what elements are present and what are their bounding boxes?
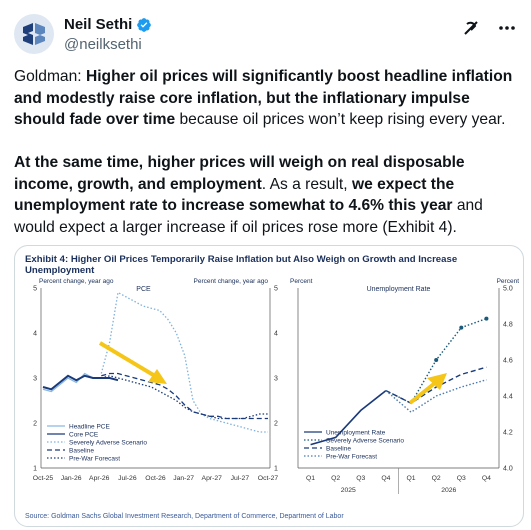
unrate-legend-label: Severely Adverse Scenario: [326, 438, 404, 445]
pce-ytick-left: 1: [33, 466, 37, 473]
pce-ytick-right: 3: [274, 376, 278, 383]
unrate-xtick: Q2: [432, 475, 441, 482]
unrate-ytick-right: 4.2: [503, 430, 513, 437]
unrate-year-label: 2025: [341, 487, 356, 494]
tweet-text-bold: At the same time, higher prices will wei…: [14, 154, 465, 193]
exhibit-source: Source: Goldman Sachs Global Investment …: [25, 513, 344, 520]
unrate-ytick-right: 4.8: [503, 322, 513, 329]
tweet-text-segment: and would expect a larger increase if oi…: [14, 197, 483, 236]
pce-ytick-right: 2: [274, 421, 278, 428]
pce-legend-label: Pre-War Forecast: [69, 456, 120, 463]
tweet-text: Goldman: Higher oil prices will signific…: [14, 66, 520, 238]
unrate-series-line: [385, 366, 487, 405]
unrate-trend-arrow-icon: [408, 381, 437, 405]
pce-series-line: [101, 375, 268, 420]
unrate-series-line: [385, 379, 487, 414]
pce-series-line: [101, 372, 268, 420]
avatar-logo-icon: [14, 14, 54, 54]
grok-icon[interactable]: [461, 18, 481, 38]
pce-ytick-right: 4: [274, 331, 278, 338]
unrate-legend-label: Baseline: [326, 446, 351, 453]
tweet-text-segment: Goldman:: [14, 68, 86, 85]
pce-ytick-left: 3: [33, 376, 37, 383]
more-icon[interactable]: [497, 18, 517, 38]
author-handle[interactable]: @neilksethi: [64, 36, 142, 53]
unrate-xtick: Q1: [306, 475, 315, 482]
pce-xtick: Apr-27: [202, 475, 223, 482]
pce-ytick-right: 1: [274, 466, 278, 473]
unrate-xtick: Q3: [457, 475, 466, 482]
pce-ytick-left: 5: [33, 286, 37, 293]
unrate-ytick-right: 4.4: [503, 394, 513, 401]
tweet-text-bold: Higher oil prices will significantly boo…: [14, 68, 513, 128]
pce-ylabel-left: Percent change, year ago: [39, 278, 114, 285]
tweet-text-segment: because oil prices won’t keep rising eve…: [175, 111, 506, 128]
pce-series-line: [100, 291, 268, 433]
tweet-header: Neil Sethi @neilksethi: [14, 12, 517, 56]
pce-trend-arrowhead-icon: [148, 369, 167, 384]
pce-trend-arrow-icon: [98, 341, 157, 378]
pce-ylabel-right: Percent change, year ago: [194, 278, 269, 285]
unrate-xtick: Q1: [407, 475, 416, 482]
avatar[interactable]: [14, 14, 54, 54]
unrate-series-line: [310, 389, 387, 446]
unrate-xtick: Q4: [482, 475, 491, 482]
pce-legend-label: Headline PCE: [69, 424, 110, 431]
pce-series-line: [42, 372, 119, 393]
pce-xtick: Oct-26: [145, 475, 166, 482]
unrate-series-point: [484, 316, 489, 321]
pce-legend-label: Baseline: [69, 448, 94, 455]
pce-ytick-right: 5: [274, 286, 278, 293]
unrate-xtick: Q3: [356, 475, 365, 482]
unrate-series-point: [459, 325, 464, 330]
pce-legend-label: Severely Adverse Scenario: [69, 440, 147, 447]
pce-xtick: Jul-26: [118, 475, 137, 482]
pce-xtick: Jan-26: [61, 475, 82, 482]
pce-series-line: [42, 374, 119, 391]
exhibit-title: Exhibit 4: Higher Oil Prices Temporarily…: [25, 254, 458, 276]
pce-xtick: Oct-27: [258, 475, 279, 482]
tweet-p2: At the same time, higher prices will wei…: [14, 154, 483, 236]
pce-legend-label: Core PCE: [69, 432, 99, 439]
unrate-ytick-right: 5.0: [503, 286, 513, 293]
unrate-year-label: 2026: [441, 487, 456, 494]
pce-xtick: Jul-27: [231, 475, 250, 482]
unrate-trend-arrowhead-icon: [427, 373, 447, 390]
tweet-p1: Goldman: Higher oil prices will signific…: [14, 68, 512, 128]
tweet-text-segment: . As a result,: [261, 175, 352, 193]
unrate-series-point: [434, 358, 439, 362]
exhibit-image-card[interactable]: Exhibit 4: Higher Oil Prices Temporarily…: [14, 245, 524, 527]
pce-xtick: Jan-27: [173, 475, 194, 482]
unrate-chart-title: Unemployment Rate: [367, 286, 431, 293]
unrate-xtick: Q4: [381, 475, 390, 482]
unrate-ytick-right: 4.6: [503, 358, 513, 365]
unrate-legend-label: Unemployment Rate: [326, 430, 386, 437]
pce-chart-title: PCE: [136, 286, 151, 293]
unrate-ylabel-right: Percent: [497, 278, 520, 285]
unrate-ylabel-left: Percent: [290, 278, 313, 285]
pce-ytick-left: 2: [33, 421, 37, 428]
pce-xtick: Oct-25: [33, 475, 54, 482]
pce-ytick-left: 4: [33, 331, 37, 338]
exhibit-charts: Percent change, year ago Percent change, …: [33, 278, 520, 494]
author-name[interactable]: Neil Sethi: [64, 16, 133, 33]
verified-badge-icon: [137, 17, 152, 32]
unrate-legend-label: Pre-War Forecast: [326, 454, 377, 461]
pce-xtick: Apr-26: [89, 475, 110, 482]
tweet-text-bold: we expect the unemployment rate to incre…: [14, 175, 455, 215]
unrate-xtick: Q2: [331, 475, 340, 482]
unrate-ytick-right: 4.0: [503, 466, 513, 473]
